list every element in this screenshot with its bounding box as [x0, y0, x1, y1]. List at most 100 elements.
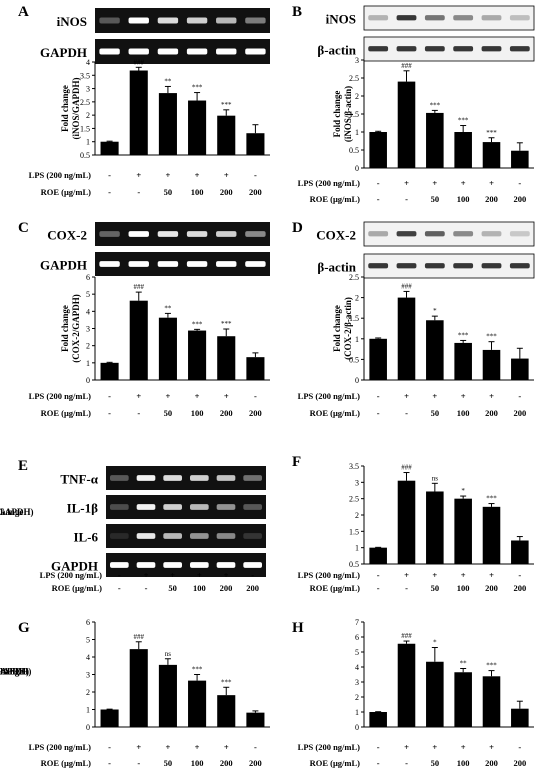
y-tick-label: 2.5 — [349, 273, 359, 282]
blot-row-label: COX-2 — [47, 227, 87, 242]
roe-condition: - — [137, 187, 140, 197]
y-tick-label: 2 — [86, 111, 90, 120]
blot-band — [128, 231, 149, 237]
y-axis-label: (iNOS/β-actin) — [343, 86, 353, 142]
roe-condition: 200 — [513, 583, 526, 593]
blot-band — [396, 263, 417, 269]
y-tick-label: 2 — [355, 294, 359, 303]
roe-condition: - — [118, 583, 121, 593]
panel-letter: C — [18, 220, 29, 236]
roe-condition: 200 — [249, 758, 262, 768]
bar — [129, 70, 148, 155]
lps-condition: - — [108, 742, 111, 752]
significance-label: *** — [430, 101, 441, 109]
lps-condition: + — [195, 391, 200, 401]
blot-row-label: IL-6 — [73, 529, 98, 544]
roe-condition: 200 — [246, 583, 259, 593]
bar — [397, 297, 416, 380]
y-axis-label: (IL-6/GAPDH) — [0, 667, 29, 677]
lps-condition: - — [518, 742, 521, 752]
lps-condition: + — [489, 391, 494, 401]
lps-condition: + — [404, 178, 409, 188]
panel-letter: F — [292, 454, 301, 470]
roe-condition: - — [405, 758, 408, 768]
blot-band — [190, 504, 209, 510]
roe-condition: - — [405, 583, 408, 593]
blot-strip — [106, 495, 266, 519]
lps-condition: + — [461, 391, 466, 401]
y-tick-label: 1 — [86, 359, 90, 368]
lps-condition: + — [195, 170, 200, 180]
y-tick-label: 1.5 — [80, 124, 90, 133]
blot-band — [243, 562, 262, 568]
lps-condition: + — [404, 742, 409, 752]
roe-condition: 100 — [191, 408, 204, 418]
lps-condition: + — [461, 178, 466, 188]
lps-condition: - — [108, 170, 111, 180]
roe-condition: - — [108, 758, 111, 768]
blot-band — [216, 562, 236, 568]
blot-band — [509, 263, 530, 269]
roe-condition: - — [377, 194, 380, 204]
roe-label: ROE (μg/mL) — [41, 758, 92, 768]
y-tick-label: 2.5 — [80, 98, 90, 107]
significance-label: ### — [134, 58, 145, 66]
blot-row-label: β-actin — [317, 42, 356, 57]
significance-label: ** — [164, 304, 172, 312]
blot-band — [368, 15, 389, 21]
significance-label: *** — [486, 333, 497, 341]
bar — [188, 330, 207, 380]
significance-label: *** — [486, 662, 497, 670]
roe-condition: 100 — [457, 194, 470, 204]
blot-band — [424, 231, 445, 237]
blot-band — [128, 17, 149, 24]
roe-condition: 200 — [249, 187, 262, 197]
blot-strip — [95, 39, 270, 64]
lps-label: LPS (200 ng/mL) — [29, 170, 92, 180]
y-tick-label: 1 — [355, 544, 359, 553]
roe-condition: 50 — [164, 187, 173, 197]
lps-condition: + — [224, 170, 229, 180]
significance-label: ### — [401, 464, 412, 472]
blot-band — [481, 46, 502, 52]
bar — [397, 480, 416, 564]
blot-band — [157, 261, 179, 267]
roe-condition: 200 — [220, 408, 233, 418]
y-tick-label: 2.5 — [349, 74, 359, 83]
lps-label: LPS (200 ng/mL) — [40, 570, 103, 580]
significance-label: ** — [164, 77, 172, 85]
roe-condition: 100 — [457, 758, 470, 768]
blot-strip — [106, 466, 266, 490]
blot-band — [424, 46, 445, 52]
y-axis-label: (iNOS/GAPDH) — [71, 77, 81, 139]
y-tick-label: 0 — [86, 723, 90, 732]
bar — [482, 349, 501, 380]
lps-condition: - — [254, 170, 257, 180]
lps-condition: - — [254, 391, 257, 401]
y-axis-label: Fold change — [0, 667, 23, 677]
panel-h: H01234567Fold change(IL-6/GAPDH)###*****… — [0, 618, 534, 768]
significance-label: ### — [401, 632, 412, 640]
panel-letter: E — [18, 458, 28, 474]
blot-band — [99, 231, 120, 237]
blot-band — [110, 475, 129, 481]
lps-condition: + — [404, 391, 409, 401]
significance-label: *** — [221, 320, 232, 328]
lps-label: LPS (200 ng/mL) — [298, 178, 361, 188]
bar — [511, 708, 529, 727]
y-axis-label: (COX-2/GAPDH) — [71, 294, 81, 363]
roe-condition: 200 — [485, 194, 498, 204]
y-tick-label: 5 — [355, 648, 359, 657]
roe-label: ROE (μg/mL) — [41, 408, 92, 418]
y-axis-label: Fold change — [60, 85, 70, 132]
blot-band — [368, 263, 389, 269]
bar — [511, 150, 529, 168]
significance-label: *** — [221, 101, 232, 109]
y-tick-label: 3 — [86, 671, 90, 680]
bar — [426, 320, 444, 380]
y-tick-label: 4 — [86, 307, 90, 316]
panel-g: G 0 1 2 3 4 5 6 Fold change(IL-1β/GAPDH) ### ns ***… — [0, 618, 270, 768]
lps-label: LPS (200 ng/mL) — [29, 391, 92, 401]
lps-condition: + — [144, 570, 149, 580]
roe-condition: 200 — [485, 583, 498, 593]
